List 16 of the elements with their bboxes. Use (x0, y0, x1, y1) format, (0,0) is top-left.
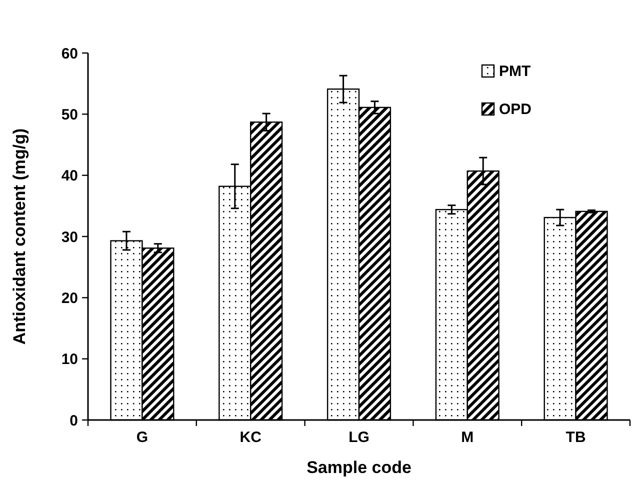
x-tick-label: M (461, 429, 474, 446)
y-tick-label: 50 (61, 106, 78, 124)
x-tick-label: LG (348, 429, 370, 446)
y-tick-label: 60 (61, 45, 78, 62)
x-tick-label: KC (240, 429, 262, 446)
legend-label: OPD (499, 101, 532, 118)
y-tick-label: 0 (70, 412, 78, 430)
x-tick-label: TB (566, 429, 586, 446)
x-axis-title: Sample code (306, 458, 412, 477)
legend-label: PMT (499, 63, 531, 80)
y-axis-title: Antioxidant content (mg/g) (10, 128, 29, 345)
y-tick-label: 10 (61, 351, 78, 368)
y-tick-label: 30 (61, 228, 78, 246)
y-tick-label: 20 (61, 290, 78, 307)
x-tick-label: G (136, 429, 148, 446)
y-tick-label: 40 (61, 168, 78, 185)
